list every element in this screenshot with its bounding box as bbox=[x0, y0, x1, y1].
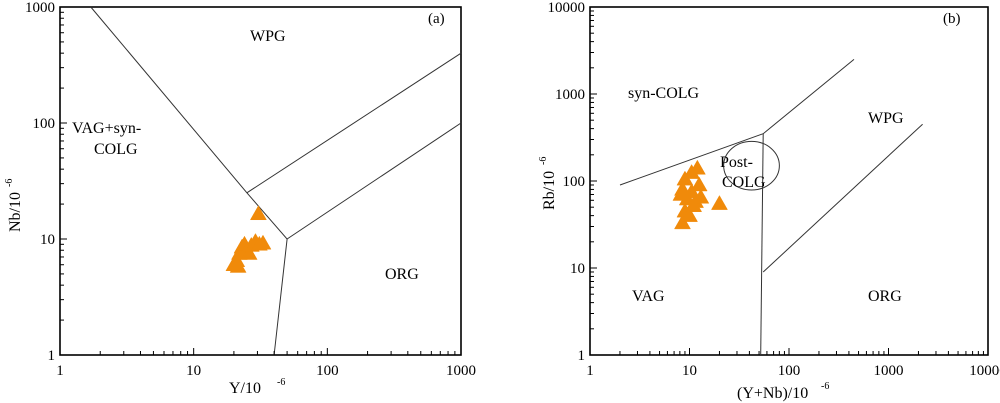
panel-a-samples bbox=[225, 205, 272, 273]
panel-b-ytick-label: 1000 bbox=[555, 87, 585, 103]
panel-a-sample-triangle bbox=[240, 244, 258, 260]
panel-a-sample-triangle bbox=[249, 205, 267, 221]
panel-a-boundaries bbox=[90, 6, 462, 356]
panel-b-sample-triangle bbox=[683, 164, 701, 179]
panel-b-boundary-line bbox=[762, 123, 923, 273]
panel-b-sample-triangle bbox=[690, 176, 708, 192]
panel-b-xtick-label: 1000 bbox=[874, 363, 904, 379]
panel-b-samples bbox=[672, 159, 728, 230]
panel-a-label: (a) bbox=[428, 11, 445, 27]
panel-a-ylabel-group: Nb/10 -6 bbox=[4, 179, 24, 232]
panel-a-field-vag: VAG+syn- bbox=[72, 120, 141, 137]
panel-b-ylabel-group: Rb/10 -6 bbox=[538, 157, 558, 210]
panel-a: 1 10 100 1000 1 10 100 1000 (a) WPG VAG+syn- CO… bbox=[4, 0, 476, 397]
panel-b-xlabel: (Y+Nb)/10 bbox=[737, 385, 808, 402]
panel-a-ylabel-sup: -6 bbox=[4, 179, 15, 187]
panel-b-ytick-label: 10000 bbox=[548, 0, 586, 16]
panel-b-field-colg: COLG bbox=[722, 174, 766, 191]
panel-a-ticks: 1 10 100 1000 1 10 100 1000 bbox=[25, 0, 476, 379]
panel-a-field-colg: COLG bbox=[94, 141, 138, 158]
panel-b-ylabel-sup: -6 bbox=[538, 157, 549, 165]
panel-b-sample-triangle bbox=[711, 195, 728, 210]
panel-a-xtick-label: 100 bbox=[316, 363, 339, 379]
panel-b-boundaries bbox=[619, 59, 923, 356]
panel-b-field-org: ORG bbox=[868, 288, 902, 305]
panel-a-xlabel-sup: -6 bbox=[277, 377, 285, 388]
panel-a-boundary-line bbox=[90, 6, 288, 356]
panel-b-xlabel-sup: -6 bbox=[821, 381, 829, 392]
panel-b-sample-triangle bbox=[676, 170, 694, 186]
panel-a-xtick-label: 1 bbox=[56, 363, 64, 379]
panel-b-post-colg-circle bbox=[723, 140, 780, 191]
panel-a-ytick-label: 1000 bbox=[25, 0, 55, 16]
panel-a-field-wpg: WPG bbox=[250, 28, 286, 45]
panel-a-xtick-label: 1000 bbox=[446, 363, 476, 379]
panel-a-ylabel: Nb/10 bbox=[7, 192, 24, 232]
panel-b-xtick-label: 1 bbox=[586, 363, 594, 379]
panel-b-field-post: Post- bbox=[720, 154, 753, 171]
panel-b-field-vag: VAG bbox=[632, 288, 665, 305]
panel-a-sample-triangle bbox=[254, 234, 272, 250]
panel-b: 1 10 100 1000 10000 1 10 100 1000 10000 (b) syn-C… bbox=[538, 0, 1000, 402]
panel-b-xtick-label: 10 bbox=[682, 363, 697, 379]
panel-b-field-syncolg: syn-COLG bbox=[628, 85, 700, 102]
panel-a-ytick-label: 1 bbox=[48, 348, 56, 364]
panel-b-boundary-line bbox=[760, 133, 764, 356]
panel-b-ytick-label: 1 bbox=[578, 348, 586, 364]
panel-b-sample-triangle bbox=[674, 214, 691, 230]
panel-a-xlabel: Y/10 bbox=[229, 380, 261, 397]
panel-a-boundary-line bbox=[246, 52, 462, 194]
panel-b-field-wpg: WPG bbox=[868, 110, 904, 127]
panel-b-xtick-label: 10000 bbox=[969, 363, 1000, 379]
panel-a-ytick-label: 100 bbox=[33, 116, 56, 132]
panel-b-ylabel: Rb/10 bbox=[541, 171, 558, 210]
panel-b-sample-triangle bbox=[681, 207, 698, 222]
panel-b-ticks: 1 10 100 1000 10000 1 10 100 1000 10000 bbox=[548, 0, 1000, 379]
panel-a-field-org: ORG bbox=[385, 266, 419, 283]
panel-a-sample-triangle bbox=[229, 257, 247, 273]
panel-b-xtick-label: 100 bbox=[778, 363, 801, 379]
panel-a-xtick-label: 10 bbox=[186, 363, 201, 379]
panel-a-boundary-line bbox=[286, 122, 462, 240]
panel-b-ytick-label: 100 bbox=[563, 174, 586, 190]
panel-b-ytick-label: 10 bbox=[570, 261, 585, 277]
panel-a-ytick-label: 10 bbox=[40, 232, 55, 248]
panel-b-sample-triangle bbox=[692, 188, 710, 204]
panel-a-frame bbox=[59, 6, 462, 356]
panel-b-label: (b) bbox=[943, 11, 961, 27]
